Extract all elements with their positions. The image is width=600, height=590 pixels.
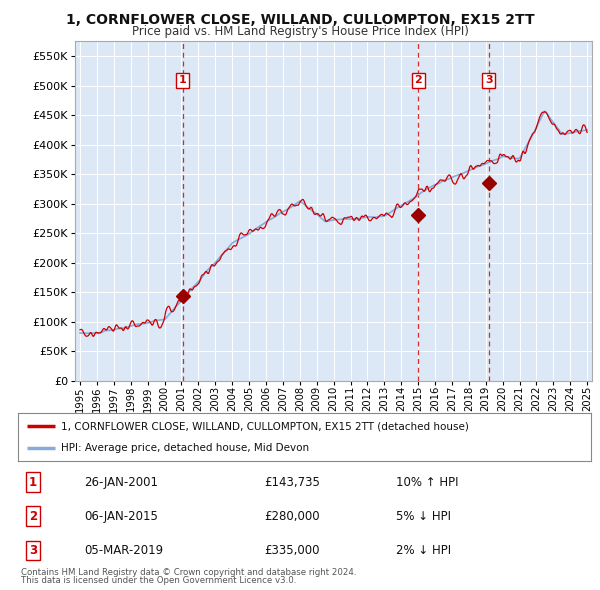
Text: Contains HM Land Registry data © Crown copyright and database right 2024.: Contains HM Land Registry data © Crown c…	[21, 568, 356, 577]
Text: 10% ↑ HPI: 10% ↑ HPI	[396, 476, 458, 489]
Text: 5% ↓ HPI: 5% ↓ HPI	[396, 510, 451, 523]
Text: 26-JAN-2001: 26-JAN-2001	[84, 476, 158, 489]
Text: 2: 2	[29, 510, 37, 523]
Text: This data is licensed under the Open Government Licence v3.0.: This data is licensed under the Open Gov…	[21, 576, 296, 585]
Text: £280,000: £280,000	[264, 510, 320, 523]
Text: £335,000: £335,000	[264, 544, 320, 557]
Text: 3: 3	[485, 76, 493, 86]
Text: 1: 1	[179, 76, 187, 86]
Text: 05-MAR-2019: 05-MAR-2019	[84, 544, 163, 557]
Text: 2: 2	[415, 76, 422, 86]
Text: HPI: Average price, detached house, Mid Devon: HPI: Average price, detached house, Mid …	[61, 443, 309, 453]
Text: Price paid vs. HM Land Registry's House Price Index (HPI): Price paid vs. HM Land Registry's House …	[131, 25, 469, 38]
Text: 2% ↓ HPI: 2% ↓ HPI	[396, 544, 451, 557]
Text: 06-JAN-2015: 06-JAN-2015	[84, 510, 158, 523]
Text: 3: 3	[29, 544, 37, 557]
Text: 1, CORNFLOWER CLOSE, WILLAND, CULLOMPTON, EX15 2TT (detached house): 1, CORNFLOWER CLOSE, WILLAND, CULLOMPTON…	[61, 421, 469, 431]
Text: £143,735: £143,735	[264, 476, 320, 489]
Text: 1: 1	[29, 476, 37, 489]
Text: 1, CORNFLOWER CLOSE, WILLAND, CULLOMPTON, EX15 2TT: 1, CORNFLOWER CLOSE, WILLAND, CULLOMPTON…	[65, 13, 535, 27]
